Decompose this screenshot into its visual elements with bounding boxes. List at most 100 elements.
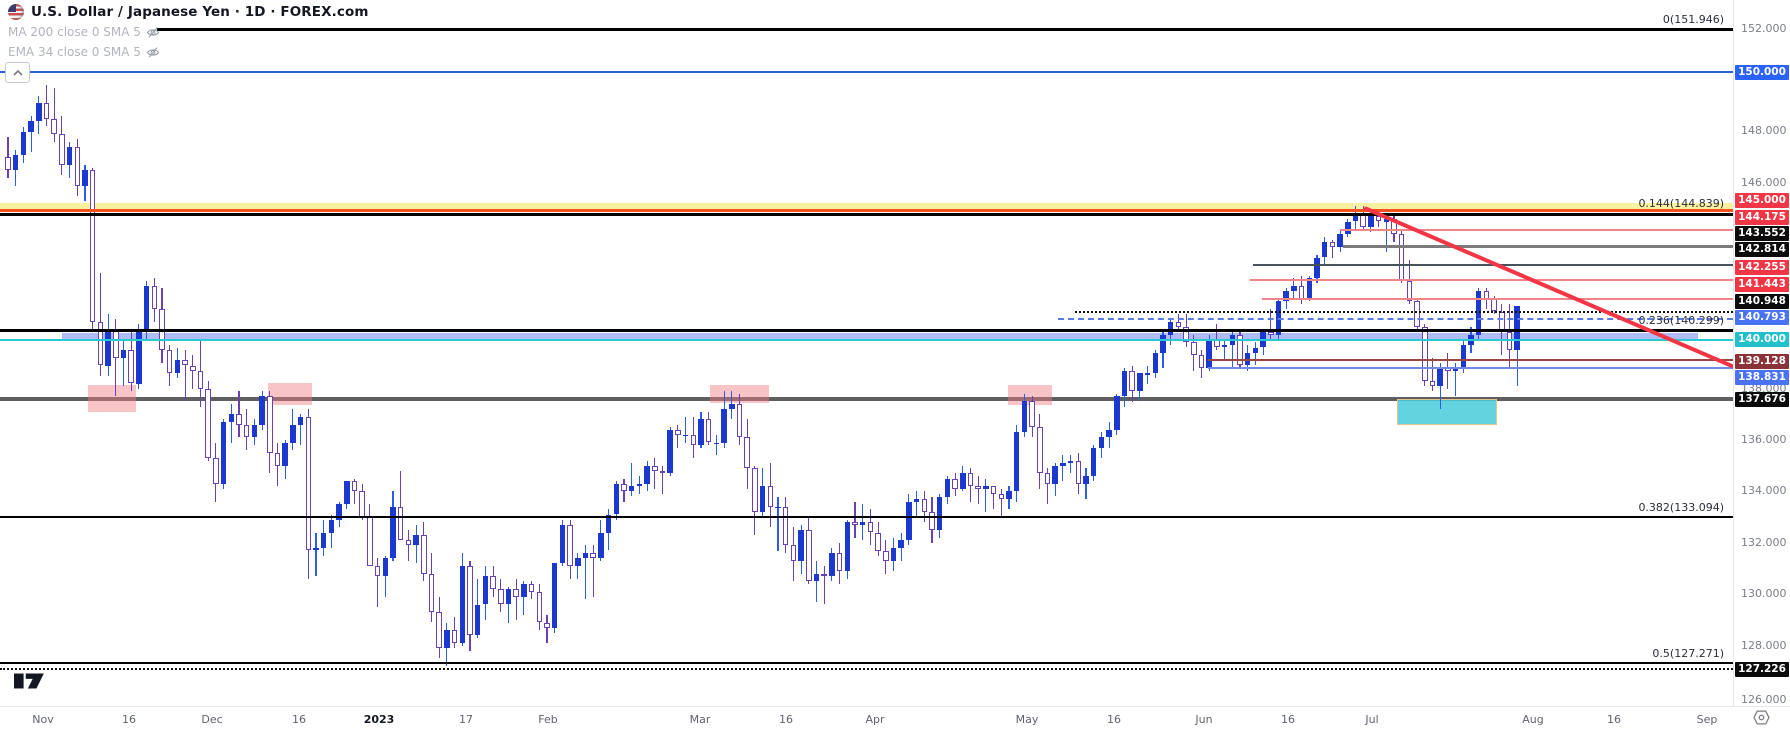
candle-wick bbox=[184, 350, 186, 402]
candle bbox=[290, 424, 296, 443]
line-140948-dotted[interactable] bbox=[1075, 311, 1733, 313]
candle-wick bbox=[1331, 239, 1333, 258]
candle bbox=[551, 563, 558, 628]
demand-zone-jul[interactable] bbox=[1397, 399, 1497, 425]
candle bbox=[451, 630, 458, 644]
line-127226-dotted[interactable] bbox=[0, 668, 1733, 670]
price-tick: 126.000 bbox=[1741, 693, 1787, 706]
fib-0144-line-144839[interactable] bbox=[0, 213, 1733, 216]
indicator-row-ma200[interactable]: MA 200 close 0 SMA 5 bbox=[8, 23, 369, 41]
supply-zone-may[interactable] bbox=[1008, 385, 1052, 405]
scale-settings-icon[interactable] bbox=[1753, 709, 1770, 726]
candle bbox=[1321, 242, 1328, 258]
candle-wick bbox=[507, 586, 510, 623]
price-label: 141.443 bbox=[1735, 276, 1789, 292]
indicator-label[interactable]: EMA 34 close 0 SMA 5 bbox=[8, 45, 141, 59]
candle bbox=[405, 540, 412, 546]
fib-level-label: 0.144(144.839) bbox=[1638, 197, 1724, 210]
candle bbox=[351, 481, 358, 492]
candle bbox=[182, 360, 188, 366]
candle bbox=[1298, 285, 1305, 299]
candle-wick bbox=[407, 530, 409, 561]
line-145000-orange[interactable] bbox=[0, 208, 1733, 213]
price-axis[interactable]: 152.000 148.000 146.000 138.000 136.000 134.0… bbox=[1733, 0, 1790, 730]
candle bbox=[790, 545, 797, 561]
candle bbox=[1314, 257, 1320, 279]
line-150000[interactable] bbox=[0, 71, 1733, 73]
candle-wick bbox=[353, 478, 356, 505]
candle bbox=[36, 103, 42, 122]
candle bbox=[675, 429, 681, 435]
candle bbox=[174, 360, 181, 374]
candle-wick bbox=[916, 491, 918, 518]
candle-wick bbox=[631, 463, 633, 497]
candle bbox=[305, 416, 312, 551]
candle-wick bbox=[854, 501, 856, 538]
fib-0-line-151946[interactable] bbox=[157, 28, 1733, 31]
candle-wick bbox=[515, 578, 517, 620]
line-144175-pink[interactable] bbox=[1340, 229, 1733, 231]
candle bbox=[421, 535, 427, 574]
yellow-145-band[interactable] bbox=[0, 203, 1733, 210]
fib-0236-line-140299[interactable] bbox=[0, 329, 1733, 332]
price-label: 139.128 bbox=[1735, 353, 1789, 369]
fib-0382-line-133094[interactable] bbox=[0, 515, 1733, 519]
eye-off-icon[interactable] bbox=[146, 46, 160, 59]
tradingview-logo[interactable] bbox=[14, 668, 46, 694]
symbol-title-row[interactable]: U.S. Dollar / Japanese Yen · 1D · FOREX.… bbox=[8, 3, 369, 21]
line-139128-maroon[interactable] bbox=[1208, 359, 1733, 361]
line-140793-dashed[interactable] bbox=[1058, 317, 1733, 320]
candle bbox=[228, 414, 235, 422]
time-label: 16 bbox=[122, 713, 136, 726]
fib-05-line-127271[interactable] bbox=[0, 661, 1733, 665]
supply-zone-nov[interactable] bbox=[88, 385, 136, 412]
candle bbox=[1090, 447, 1097, 476]
candle-wick bbox=[654, 458, 656, 489]
candle bbox=[5, 157, 11, 171]
candle bbox=[975, 486, 981, 489]
candle-wick bbox=[977, 476, 979, 505]
line-140000-cyan[interactable] bbox=[0, 338, 1733, 342]
candle bbox=[644, 465, 650, 484]
candle-wick bbox=[53, 87, 55, 142]
candle bbox=[1121, 370, 1128, 397]
supply-zone-dec[interactable] bbox=[268, 383, 312, 405]
candle bbox=[390, 506, 396, 559]
line-137676-gray[interactable] bbox=[0, 397, 1733, 401]
candle bbox=[359, 491, 365, 518]
candle bbox=[197, 370, 204, 389]
line-138831-blue[interactable] bbox=[1208, 367, 1733, 369]
price-tick: 128.000 bbox=[1741, 639, 1787, 652]
candle bbox=[43, 103, 50, 119]
candle bbox=[852, 522, 858, 525]
collapse-indicators-button[interactable] bbox=[5, 62, 30, 83]
price-label: 150.000 bbox=[1735, 64, 1789, 80]
time-axis[interactable]: Nov 16 Dec 16 2023 17 Feb Mar 16 Apr May 16 Jun 16 Jul… bbox=[0, 706, 1790, 731]
line-141443-pink[interactable] bbox=[1262, 298, 1733, 300]
candle bbox=[1060, 463, 1066, 466]
candle bbox=[1106, 429, 1112, 438]
candle-wick bbox=[777, 496, 779, 551]
symbol-title[interactable]: U.S. Dollar / Japanese Yen · 1D · FOREX.… bbox=[31, 4, 369, 20]
candle bbox=[282, 442, 288, 466]
time-label: Sep bbox=[1696, 713, 1718, 726]
candle-wick bbox=[1085, 468, 1087, 500]
candle bbox=[267, 396, 273, 453]
periwinkle-140-band[interactable] bbox=[62, 332, 1698, 339]
candle bbox=[1306, 278, 1313, 299]
indicator-label[interactable]: MA 200 close 0 SMA 5 bbox=[8, 25, 141, 39]
time-label: 17 bbox=[459, 713, 473, 726]
eye-off-icon[interactable] bbox=[146, 26, 160, 39]
candle bbox=[51, 118, 57, 135]
indicator-row-ema34[interactable]: EMA 34 close 0 SMA 5 bbox=[8, 43, 369, 61]
candle bbox=[767, 486, 774, 507]
candle-wick bbox=[661, 465, 664, 494]
line-142255-pink[interactable] bbox=[1250, 278, 1733, 281]
candle-wick bbox=[1216, 324, 1218, 351]
candle bbox=[1160, 334, 1166, 353]
line-143552-gray[interactable] bbox=[1343, 244, 1733, 248]
candle-wick bbox=[192, 355, 194, 389]
candle bbox=[1013, 432, 1020, 492]
time-label: Mar bbox=[689, 713, 711, 726]
